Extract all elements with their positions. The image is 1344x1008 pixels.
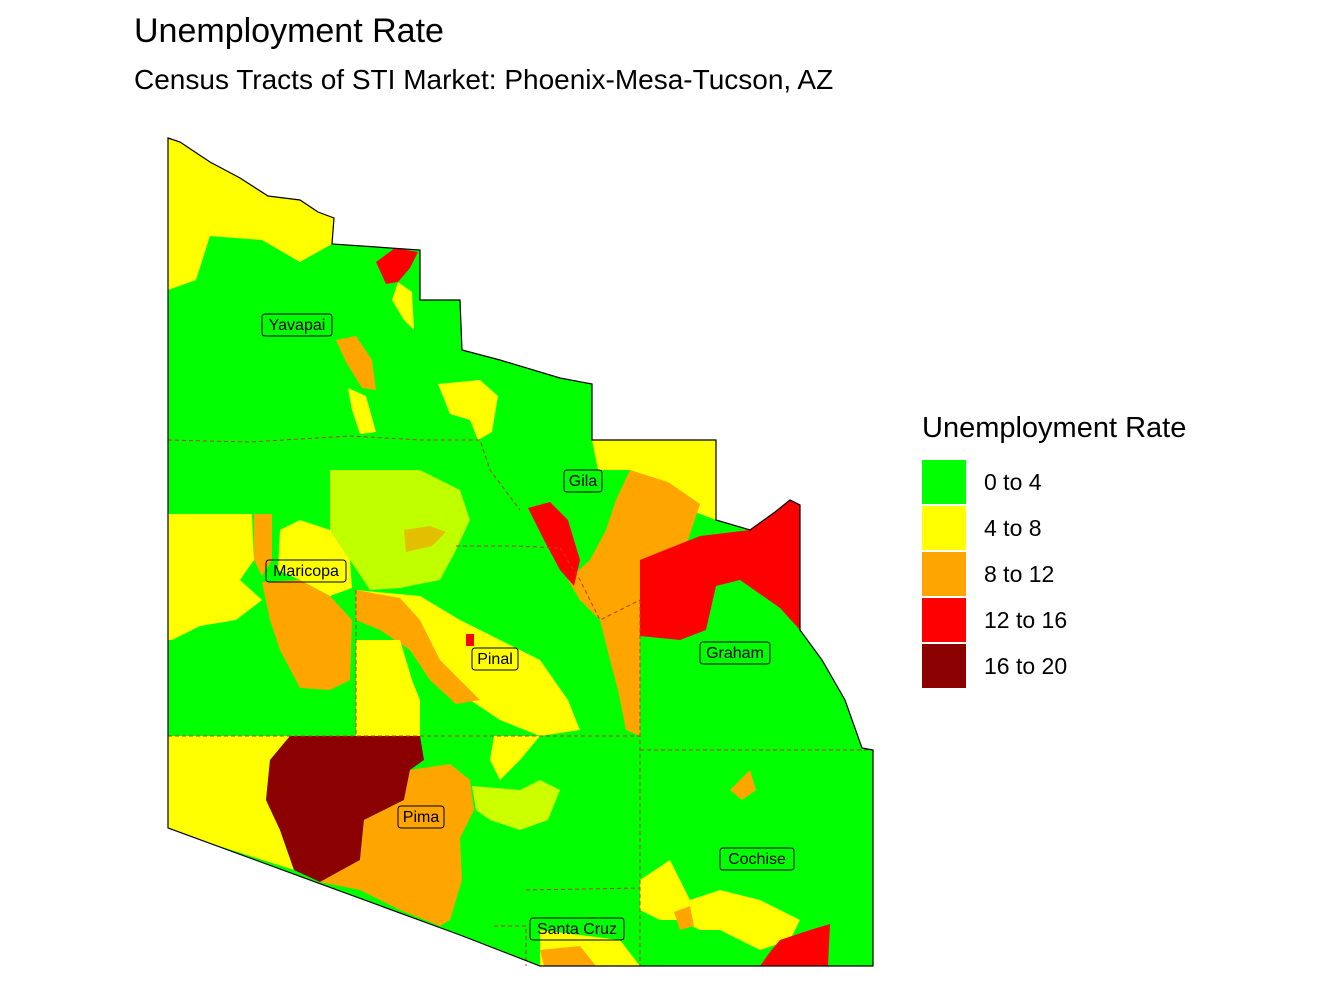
county-label-text: Yavapai <box>269 317 326 334</box>
legend-swatch <box>922 460 966 504</box>
region-pinal-yellow-sw <box>356 640 420 736</box>
county-label-box <box>397 805 445 829</box>
region-yavapai-yellow-strip <box>392 282 414 330</box>
county-label-text: Pima <box>403 809 440 826</box>
legend-label: 0 to 4 <box>984 468 1042 495</box>
county-labels: Yavapai Gila Maricopa Pinal Graham Pima … <box>261 313 795 941</box>
legend-label: 12 to 16 <box>984 606 1068 633</box>
legend-label: 8 to 12 <box>984 560 1055 587</box>
region-cochise-red <box>760 924 830 966</box>
region-gila-orange <box>568 470 700 620</box>
legend-label: 16 to 20 <box>984 652 1068 679</box>
region-pima-orange <box>320 764 474 926</box>
county-borders <box>167 435 873 966</box>
region-maricopa-orange-2 <box>262 580 352 690</box>
region-pima-west-yellow <box>168 736 294 870</box>
legend-label: 4 to 8 <box>984 514 1042 541</box>
border-yavapai-maricopa <box>167 435 521 511</box>
region-pima-darkred <box>266 736 424 882</box>
region-graham-orange <box>600 600 640 736</box>
map-subtitle: Census Tracts of STI Market: Phoenix-Mes… <box>134 64 834 95</box>
region-yavapai-yellow-center <box>348 388 376 434</box>
county-label-pinal: Pinal <box>471 647 519 671</box>
county-label-yavapai: Yavapai <box>261 313 333 337</box>
region-cochise-orange <box>730 770 756 800</box>
county-label-text: Cochise <box>728 851 786 868</box>
county-label-pima: Pima <box>397 805 445 829</box>
legend-swatch <box>922 506 966 550</box>
county-label-box <box>563 469 603 493</box>
legend-item: 12 to 16 <box>922 597 1186 643</box>
legend: Unemployment Rate 0 to 4 4 to 8 8 to 12 … <box>922 412 1186 689</box>
region-pinal-orange <box>356 590 480 704</box>
region-gila-yellow-1 <box>438 380 498 440</box>
county-label-box <box>529 917 625 941</box>
region-gila-red <box>528 502 580 586</box>
county-label-text: Gila <box>569 473 598 490</box>
region-yavapai-north-yellow <box>168 138 334 290</box>
county-label-box <box>719 847 795 871</box>
legend-swatch <box>922 552 966 596</box>
map-title: Unemployment Rate <box>134 12 444 50</box>
border-pinal-north <box>456 545 561 549</box>
legend-item: 8 to 12 <box>922 551 1186 597</box>
legend-item: 4 to 8 <box>922 505 1186 551</box>
county-label-text: Graham <box>706 645 764 662</box>
state-outline <box>167 137 874 967</box>
county-label-box <box>471 647 519 671</box>
region-cochise-yellow <box>640 860 800 950</box>
legend-swatch <box>922 598 966 642</box>
region-maricopa-west-yellow <box>168 514 262 640</box>
region-cochise-orange-small <box>674 906 694 930</box>
county-label-text: Pinal <box>477 651 513 668</box>
county-label-text: Maricopa <box>273 563 339 580</box>
region-santacruz-orange <box>540 946 596 966</box>
region-maricopa-urban-yellow <box>330 470 470 590</box>
region-maricopa-yellow-mid <box>278 520 352 596</box>
border-santacruz <box>494 887 641 966</box>
county-label-box <box>699 641 771 665</box>
county-label-box <box>261 313 333 337</box>
county-label-cochise: Cochise <box>719 847 795 871</box>
county-label-gila: Gila <box>563 469 603 493</box>
county-label-box <box>265 559 347 583</box>
region-pima-yellow-urban <box>472 780 560 830</box>
legend-title: Unemployment Rate <box>922 412 1187 444</box>
region-graham-red <box>640 500 800 640</box>
region-pinal-red-small <box>466 634 474 646</box>
legend-item: 16 to 20 <box>922 643 1186 689</box>
county-label-maricopa: Maricopa <box>265 559 347 583</box>
legend-swatch <box>922 644 966 688</box>
region-yavapai-red <box>376 248 418 284</box>
county-label-santa-cruz: Santa Cruz <box>529 917 625 941</box>
region-yavapai-orange <box>336 336 376 390</box>
map-regions <box>168 138 873 966</box>
region-pima-yellow-east <box>490 736 540 780</box>
county-label-text: Santa Cruz <box>537 921 617 938</box>
county-label-graham: Graham <box>699 641 771 665</box>
legend-item: 0 to 4 <box>922 459 1186 505</box>
